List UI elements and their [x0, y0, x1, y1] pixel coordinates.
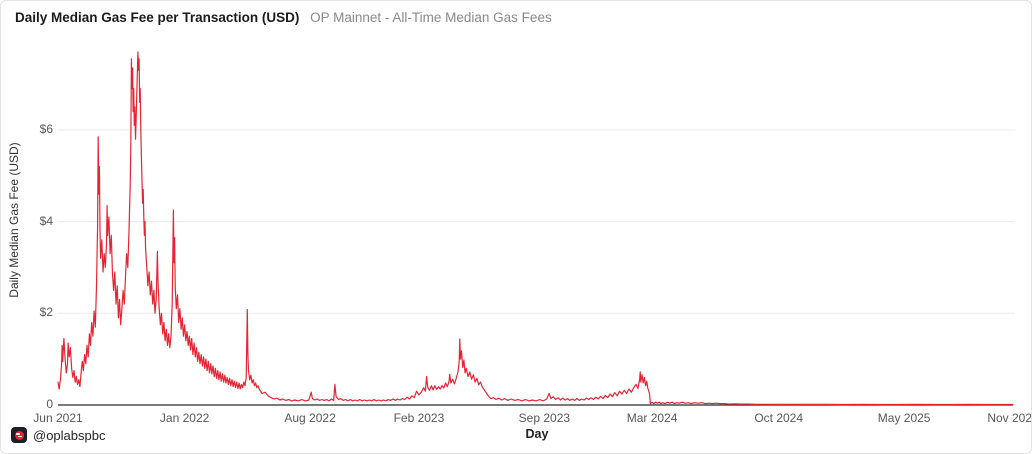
x-tick-label: May 2025	[877, 411, 931, 425]
x-tick-label: Feb 2023	[393, 411, 445, 425]
x-tick-label: Jun 2021	[33, 411, 83, 425]
y-tick-label: $4	[39, 213, 53, 228]
x-tick-label: Aug 2022	[284, 411, 336, 425]
x-tick-label: Sep 2023	[518, 411, 571, 425]
y-tick-label: 0	[46, 397, 53, 411]
x-tick-label: Mar 2024	[626, 411, 678, 425]
y-tick-label: $6	[39, 121, 53, 136]
op-labs-logo-icon	[11, 427, 27, 443]
y-tick-label: $2	[39, 305, 53, 320]
gas-fee-line-series	[57, 51, 1014, 406]
chart-subtitle: OP Mainnet - All-Time Median Gas Fees	[310, 10, 552, 25]
x-tick-label: Oct 2024	[754, 411, 804, 425]
chart-header: Daily Median Gas Fee per Transaction (US…	[15, 10, 552, 26]
x-tick-label: Nov 2025	[987, 411, 1032, 425]
attribution-badge: @oplabspbc	[11, 427, 105, 443]
x-axis-title: Day	[525, 427, 549, 441]
x-tick-label: Jan 2022	[159, 411, 210, 425]
chart-title: Daily Median Gas Fee per Transaction (US…	[15, 10, 300, 25]
attribution-handle: @oplabspbc	[33, 427, 106, 443]
